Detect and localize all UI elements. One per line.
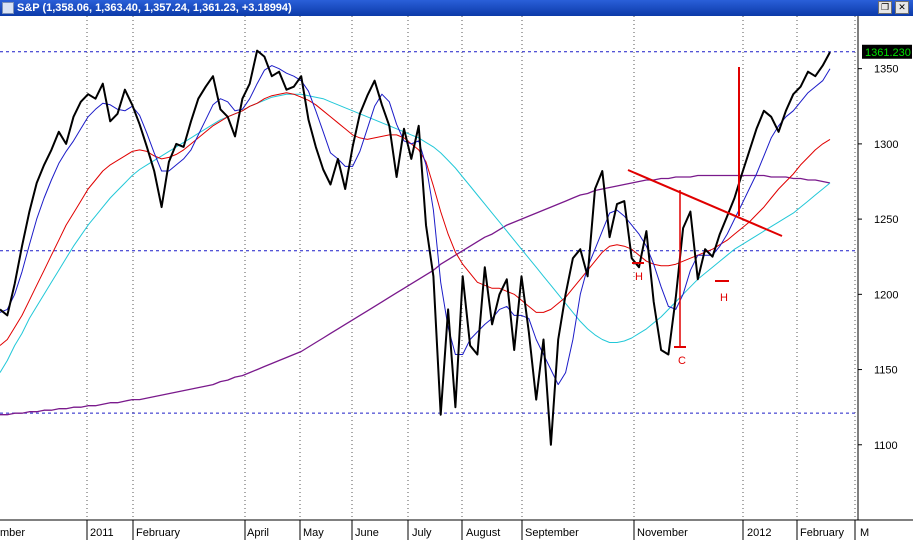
left-shoulder-label: H [635, 271, 643, 283]
y-tick-label-1200: 1200 [874, 289, 898, 301]
axis-panel [858, 16, 913, 540]
app-icon [2, 2, 14, 14]
x-label-12: M [860, 527, 869, 539]
x-label-0: mber [0, 527, 25, 539]
close-button[interactable]: ✕ [895, 1, 909, 14]
x-label-10: 2012 [747, 527, 771, 539]
x-axis: mber 2011 February April May June July August Se… [0, 520, 869, 540]
y-tick-label-1300: 1300 [874, 139, 898, 151]
y-tick-label-1100: 1100 [874, 440, 898, 452]
x-label-1: 2011 [90, 527, 114, 539]
head-label: C [678, 355, 686, 367]
last-value-box [862, 44, 912, 59]
grid-lines [0, 16, 913, 540]
ma-purple-line [0, 174, 831, 416]
y-axis: 1100 1150 1200 1250 1300 1350 1361.230 [858, 44, 912, 452]
x-label-3: April [247, 527, 269, 539]
series-lines [0, 49, 831, 446]
y-tick-label-1350: 1350 [874, 64, 898, 76]
y-tick-label-1250: 1250 [874, 214, 898, 226]
ma-cyan-line [0, 93, 831, 373]
right-shoulder-label: H [720, 292, 728, 304]
restore-button[interactable]: ❐ [878, 1, 892, 14]
ma-red-line [0, 92, 831, 346]
y-tick-label-1150: 1150 [874, 365, 898, 377]
x-label-8: September [525, 527, 579, 539]
x-label-4: May [303, 527, 324, 539]
horizontal-reference-lines [0, 51, 858, 414]
title-bar[interactable]: S&P (1,358.06, 1,363.40, 1,357.24, 1,361… [0, 0, 913, 16]
window-title: S&P (1,358.06, 1,363.40, 1,357.24, 1,361… [17, 2, 292, 14]
pattern-annotations: H C H [627, 67, 783, 367]
x-label-6: July [412, 527, 432, 539]
x-label-11: February [800, 527, 845, 539]
ma-blue-line [0, 65, 831, 386]
neckline [627, 169, 783, 237]
x-label-2: February [136, 527, 181, 539]
x-label-5: June [355, 527, 379, 539]
x-label-9: November [637, 527, 688, 539]
last-value-label: 1361.230 [865, 47, 911, 59]
price-line [0, 49, 831, 446]
x-label-7: August [466, 527, 500, 539]
price-chart: H C H 1100 1150 1200 1250 1300 1350 1361.230 mbe… [0, 16, 913, 540]
